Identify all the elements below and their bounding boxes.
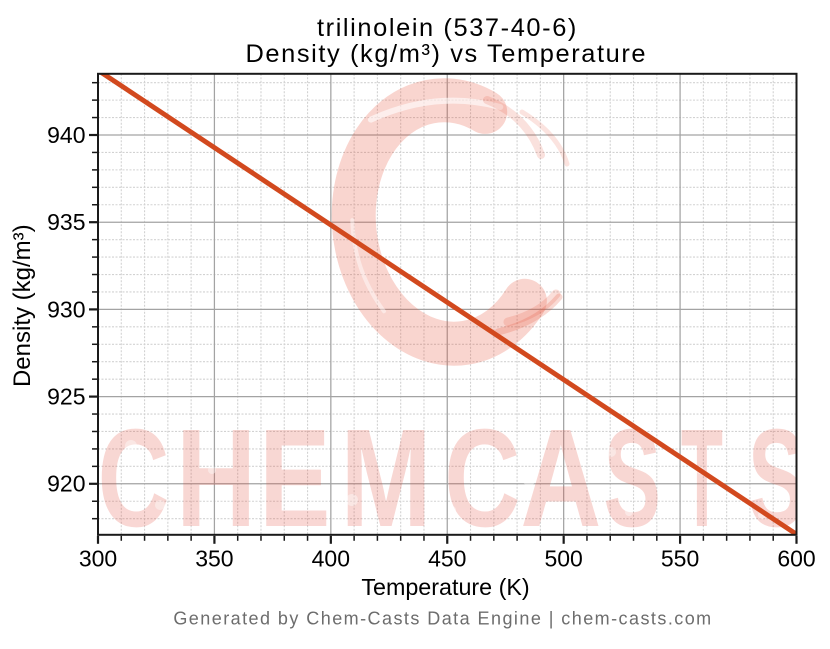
svg-text:C: C [98,399,170,556]
svg-text:Density (kg/m³) vs Temperature: Density (kg/m³) vs Temperature [245,40,647,68]
svg-text:T: T [681,401,723,557]
svg-text:trilinolein (537-40-6): trilinolein (537-40-6) [317,14,578,42]
svg-text:920: 920 [47,471,85,497]
svg-text:450: 450 [428,546,466,572]
svg-text:A: A [520,399,601,555]
svg-text:M: M [340,399,431,556]
svg-text:350: 350 [195,546,233,572]
svg-text:S: S [748,400,806,556]
svg-text:935: 935 [47,209,85,235]
svg-text:550: 550 [661,546,699,572]
svg-text:S: S [604,400,661,556]
svg-text:600: 600 [777,546,815,572]
svg-text:C: C [444,401,520,556]
svg-text:Density (kg/m³): Density (kg/m³) [9,224,36,387]
svg-text:925: 925 [47,384,85,410]
svg-text:Generated by Chem-Casts Data E: Generated by Chem-Casts Data Engine | ch… [173,608,712,628]
svg-text:400: 400 [312,546,350,572]
svg-text:930: 930 [47,296,85,322]
svg-text:E: E [259,400,330,556]
svg-text:300: 300 [79,546,117,572]
svg-text:940: 940 [47,122,85,148]
svg-text:500: 500 [544,546,582,572]
svg-text:H: H [176,400,257,556]
svg-text:Temperature (K): Temperature (K) [361,574,529,600]
